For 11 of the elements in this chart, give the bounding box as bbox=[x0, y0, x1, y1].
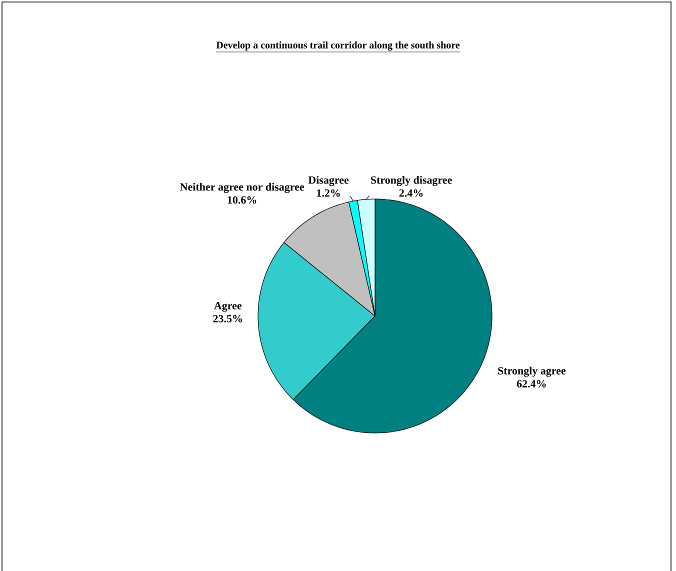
slice-label: Neither agree nor disagree bbox=[180, 182, 304, 193]
data-label: 62.4% bbox=[516, 380, 546, 388]
slice-label: Strongly agree bbox=[498, 366, 566, 377]
data-label: 10.6% bbox=[228, 196, 256, 204]
data-label: 1.2% bbox=[317, 189, 340, 197]
slice-label: Strongly disagree bbox=[370, 176, 452, 186]
data-label: 23.5% bbox=[213, 314, 242, 322]
data-label: 2.4% bbox=[399, 189, 423, 197]
slice-label: Disagree bbox=[308, 176, 349, 186]
chart-title: Develop a continuous trail corridor along the south shore bbox=[216, 41, 460, 51]
slice-label: Agree bbox=[214, 302, 242, 312]
